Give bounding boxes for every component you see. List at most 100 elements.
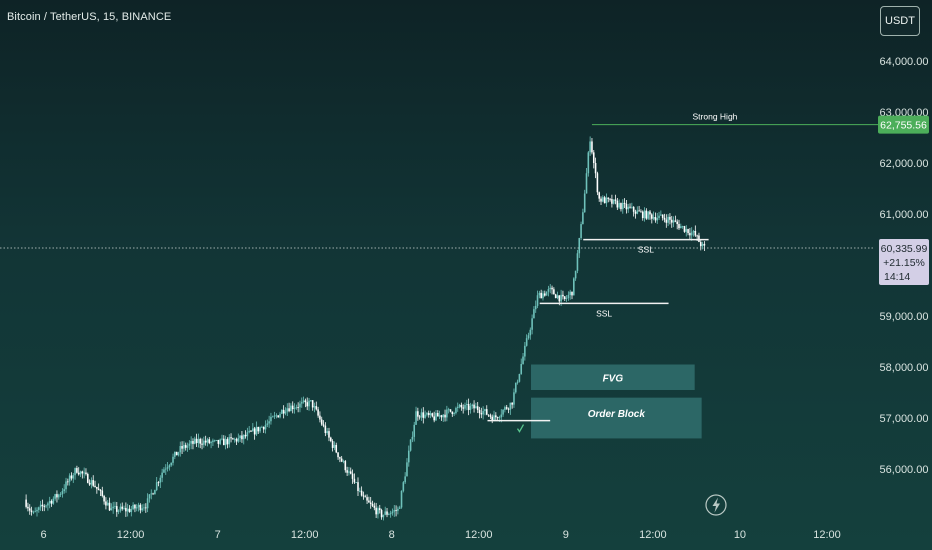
candle-body (215, 439, 218, 441)
candle-body (290, 405, 292, 412)
candle-body (585, 173, 588, 194)
candle-body (482, 411, 484, 415)
candle-body (282, 409, 285, 414)
candle-body (674, 220, 677, 222)
candle-body (589, 141, 591, 153)
x-axis: 6 12:00 7 12:00 8 12:00 9 12:00 10 12:00 (40, 529, 840, 541)
candle-body (273, 415, 276, 417)
candle-body (186, 445, 189, 448)
candle-body (324, 425, 327, 433)
candle-body (614, 199, 617, 201)
y-tick-label: 58,000.00 (880, 362, 929, 374)
candle-body (154, 490, 156, 495)
order-block-label: Order Block (588, 409, 646, 420)
candle-body (295, 407, 298, 409)
candle-body (47, 503, 49, 506)
candle-body (125, 507, 127, 512)
candle-body (369, 502, 372, 504)
candle-body (694, 230, 697, 236)
candle-body (237, 438, 240, 442)
candle-body (174, 451, 176, 457)
candle-body (455, 407, 457, 414)
candle-body (105, 501, 107, 506)
candle-body (522, 356, 524, 365)
candle-body (411, 436, 414, 440)
candle-body (143, 507, 145, 509)
candle-body (117, 510, 120, 512)
candle-body (409, 439, 412, 451)
y-tick-label: 61,000.00 (880, 209, 929, 221)
candle-body (268, 421, 270, 424)
candles-layer (25, 136, 706, 521)
candle-body (556, 295, 559, 299)
candle-body (275, 415, 278, 417)
lightning-icon (712, 497, 720, 513)
candle-body (660, 214, 662, 216)
candle-body (232, 438, 234, 440)
candle-body (680, 226, 682, 229)
candle-body (378, 508, 381, 511)
candle-body (310, 400, 312, 402)
candle-body (246, 432, 249, 437)
replay-button[interactable] (705, 494, 727, 516)
candle-body (152, 493, 154, 495)
currency-button[interactable]: USDT (880, 6, 920, 36)
candle-body (366, 497, 368, 501)
candle-body (524, 345, 526, 357)
fvg-zone[interactable] (531, 364, 695, 390)
candle-body (130, 509, 133, 513)
candle-body (110, 508, 113, 511)
candle-body (359, 490, 361, 492)
candle-body (168, 465, 171, 468)
candle-body (161, 472, 163, 478)
candle-body (658, 215, 660, 219)
candle-body (261, 426, 263, 428)
order-block-zone[interactable] (531, 397, 702, 439)
candle-body (179, 446, 182, 453)
candle-body (159, 477, 162, 483)
candle-body (241, 435, 243, 440)
candle-body (233, 438, 236, 440)
candle-body (213, 440, 216, 442)
candle-body (429, 413, 432, 416)
candle-body (634, 211, 637, 214)
candle-body (611, 199, 613, 204)
candle-body (150, 493, 153, 495)
candle-body (164, 468, 167, 470)
candle-body (199, 439, 202, 444)
candle-body (299, 403, 301, 408)
candle-body (368, 500, 370, 503)
candle-body (331, 441, 334, 448)
candle-body (306, 402, 309, 407)
candle-body (134, 504, 136, 509)
candle-body (422, 412, 425, 418)
candle-body (103, 495, 105, 502)
candle-body (687, 229, 689, 234)
candle-body (340, 458, 343, 462)
candle-body (57, 494, 60, 498)
candle-body (183, 444, 185, 449)
candle-body (204, 440, 207, 443)
candle-body (288, 408, 290, 412)
candle-body (362, 495, 365, 497)
candle-body (458, 404, 461, 407)
candle-body (431, 413, 434, 417)
fvg-label: FVG (603, 373, 624, 384)
candle-body (478, 409, 481, 414)
candle-body (562, 294, 564, 297)
candle-body (222, 438, 225, 446)
candle-body (661, 214, 664, 218)
candle-body (460, 404, 463, 408)
candle-body (456, 406, 459, 408)
candle-body (620, 203, 622, 210)
candle-body (382, 514, 385, 518)
candle-body (487, 414, 490, 416)
candle-body (641, 211, 644, 219)
candle-body (145, 507, 147, 509)
x-tick-label: 9 (563, 529, 569, 541)
candle-body (398, 507, 401, 509)
candle-body (219, 439, 221, 444)
candle-body (683, 226, 686, 232)
candle-body (177, 452, 180, 456)
